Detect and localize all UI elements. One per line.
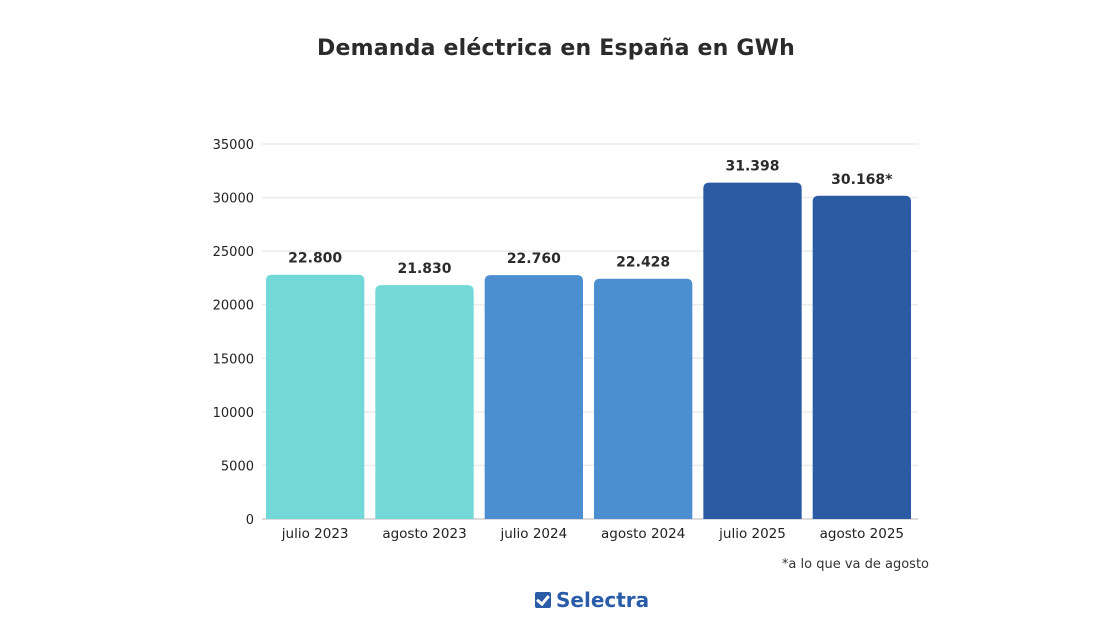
y-tick-label: 35000 (213, 138, 254, 153)
y-tick-label: 25000 (213, 245, 254, 260)
x-tick-label: agosto 2025 (820, 526, 904, 542)
y-tick-label: 15000 (213, 352, 254, 367)
y-tick-label: 20000 (213, 299, 254, 314)
bar (375, 285, 474, 519)
gridlines (262, 143, 918, 520)
data-label: 31.398 (725, 159, 779, 175)
y-tick-label: 10000 (213, 406, 254, 421)
y-tick-label: 0 (246, 513, 254, 528)
checkbox-icon (535, 592, 551, 608)
y-tick-label: 30000 (213, 192, 254, 207)
x-tick-label: agosto 2023 (382, 526, 466, 542)
data-label: 22.760 (507, 251, 561, 267)
x-tick-label: julio 2025 (718, 526, 786, 542)
bar (266, 274, 365, 519)
data-label: 22.428 (616, 255, 670, 271)
x-tick-label: agosto 2024 (601, 526, 685, 542)
bar (594, 278, 693, 519)
data-labels: 22.800 21.830 22.760 22.428 31.398 30.168* (288, 159, 893, 278)
bar (484, 275, 583, 519)
data-label: 21.830 (397, 261, 451, 277)
x-tick-label: julio 2024 (499, 526, 567, 542)
bar (703, 182, 802, 520)
data-label: 22.800 (288, 251, 342, 267)
y-tick-label: 5000 (221, 459, 254, 474)
data-label: 30.168* (831, 172, 893, 188)
bar (812, 195, 911, 519)
x-tick-label: julio 2023 (281, 526, 349, 542)
selectra-logo: Selectra (535, 588, 649, 612)
bars (266, 182, 911, 520)
brand-name: Selectra (556, 588, 650, 612)
y-axis-ticks: 0 5000 10000 15000 20000 25000 30000 35000 (213, 138, 254, 528)
x-axis-labels: julio 2023 agosto 2023 julio 2024 agosto 20… (281, 526, 904, 542)
chart-title: Demanda eléctrica en España en GWh (317, 36, 795, 61)
footnote: *a lo que va de agosto (781, 557, 929, 572)
